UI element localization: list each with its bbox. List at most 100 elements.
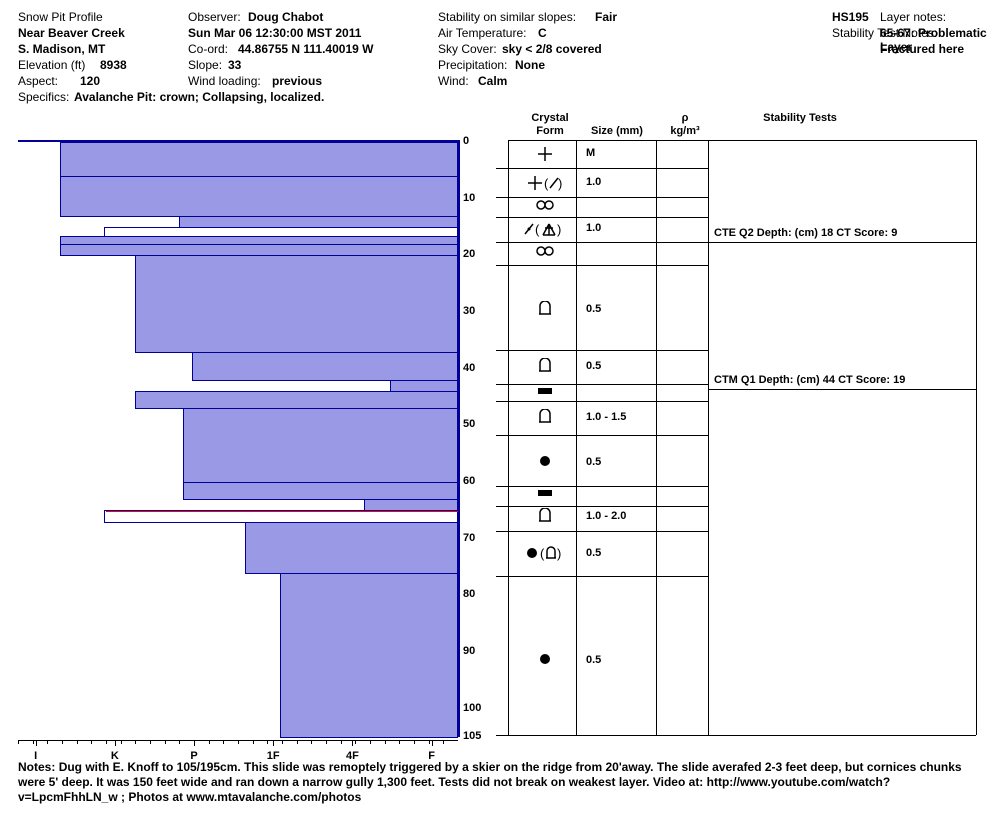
layer-table: M () 1.0 () 1.0 0.5 0.5 1.0 - 1.5 0.5 1.0 - 2.0 ()… [496, 140, 976, 735]
vline-1 [508, 140, 509, 735]
stability-test-entry: CTE Q2 Depth: (cm) 18 CT Score: 9 [714, 227, 897, 239]
wind-label: Wind: [438, 74, 469, 88]
grain-size: 0.5 [586, 654, 601, 666]
depth-tick-label: 20 [463, 248, 493, 260]
hardness-bar [280, 573, 458, 738]
crystal-form-symbol [516, 409, 574, 428]
depth-tick-label: 60 [463, 475, 493, 487]
hardness-bar [192, 352, 458, 381]
hardness-bar [60, 142, 458, 177]
grain-size: 1.0 [586, 222, 601, 234]
depth-tick-label: 0 [463, 135, 493, 147]
crystal-form-symbol: () [516, 545, 574, 564]
grain-size: 1.0 [586, 176, 601, 188]
size-header: Size (mm) [582, 125, 652, 137]
vline-5 [976, 140, 977, 735]
svg-text:): ) [558, 176, 562, 191]
crystal-header-2: Form [520, 125, 580, 137]
layer-notes-label-text: Layer notes: [880, 10, 946, 24]
vline-3 [656, 140, 657, 735]
hardness-bar [245, 522, 458, 574]
datetime: Sun Mar 06 12:30:00 MST 2011 [188, 26, 361, 40]
hardness-bar [183, 408, 458, 483]
grain-size: 1.0 - 2.0 [586, 510, 626, 522]
stability-test-entry: CTM Q1 Depth: (cm) 44 CT Score: 19 [714, 374, 905, 386]
depth-tick-label: 100 [463, 702, 493, 714]
aspect-label: Aspect: [18, 74, 58, 88]
grain-size: 0.5 [586, 456, 601, 468]
svg-text:(: ( [540, 546, 545, 561]
wind-loading-value: previous [272, 74, 322, 88]
notes-text: Dug with E. Knoff to 105/195cm. This sli… [18, 760, 962, 804]
depth-tick-label: 40 [463, 362, 493, 374]
crystal-form-symbol [516, 358, 574, 377]
observer-value: Doug Chabot [248, 10, 323, 24]
sky-cover-label: Sky Cover: [438, 42, 497, 56]
location-2: S. Madison, MT [18, 42, 105, 56]
crystal-form-symbol [516, 485, 574, 501]
notes-label: Notes: [18, 760, 55, 774]
precip-label: Precipitation: [438, 58, 507, 72]
hardness-bar [135, 391, 458, 409]
svg-text:(: ( [535, 222, 540, 237]
precip-value: None [515, 58, 545, 72]
rho-header-2: kg/m³ [660, 125, 710, 137]
grain-size: M [586, 147, 595, 159]
elevation-label: Elevation (ft) [18, 58, 85, 72]
depth-tick-label: 90 [463, 645, 493, 657]
problematic-layer-line [106, 511, 458, 512]
x-axis: IKP1F4FF [18, 740, 458, 760]
location-1: Near Beaver Creek [18, 26, 125, 40]
layer-note-2: Fractured here [880, 42, 964, 56]
hardness-bar [183, 482, 458, 500]
aspect-value: 120 [80, 74, 100, 88]
stability-value: Fair [595, 10, 617, 24]
crystal-header-1: Crystal [520, 112, 580, 124]
crystal-form-symbol [516, 454, 574, 471]
observer-label: Observer: [188, 10, 241, 24]
grain-size: 0.5 [586, 303, 601, 315]
layer-notes-label: Layer notes: [880, 10, 946, 24]
slope-label: Slope: [188, 58, 222, 72]
depth-tick-label: 70 [463, 532, 493, 544]
depth-tick-label: 30 [463, 305, 493, 317]
grain-size: 0.5 [586, 360, 601, 372]
hs: HS195 [832, 10, 869, 24]
wind-loading-label: Wind loading: [188, 74, 261, 88]
depth-tick-label: 105 [463, 730, 493, 742]
stability-label: Stability on similar slopes: [438, 10, 576, 24]
rho-header-1: ρ [660, 112, 710, 124]
hardness-profile-chart: 0102030405060708090100105 [18, 140, 460, 737]
coord-value: 44.86755 N 111.40019 W [238, 42, 373, 56]
page: Snow Pit Profile Near Beaver Creek S. Ma… [0, 0, 994, 840]
grain-size: 1.0 - 1.5 [586, 411, 626, 423]
notes-block: Notes: Dug with E. Knoff to 105/195cm. T… [18, 760, 978, 805]
title: Snow Pit Profile [18, 10, 103, 24]
air-temp-label: Air Temperature: [438, 26, 526, 40]
hardness-bar [135, 255, 458, 352]
crystal-form-symbol [516, 652, 574, 669]
crystal-form-symbol [516, 244, 574, 261]
depth-tick-label: 80 [463, 588, 493, 600]
crystal-form-symbol [516, 508, 574, 527]
specifics-label: Specifics: [18, 90, 69, 104]
crystal-form-symbol [516, 198, 574, 215]
crystal-form-symbol: () [516, 220, 574, 241]
vline-2 [576, 140, 577, 735]
depth-tick-label: 50 [463, 418, 493, 430]
coord-label: Co-ord: [188, 42, 228, 56]
sky-cover-value: sky < 2/8 covered [502, 42, 602, 56]
grain-size: 0.5 [586, 547, 601, 559]
elevation-value: 8938 [100, 58, 127, 72]
svg-text:): ) [557, 222, 561, 237]
hardness-bar [60, 176, 458, 217]
crystal-form-symbol: () [516, 174, 574, 195]
specifics-value: Avalanche Pit: crown; Collapsing, locali… [74, 90, 324, 104]
crystal-form-symbol [516, 145, 574, 166]
svg-text:): ) [557, 546, 561, 561]
slope-value: 33 [228, 58, 241, 72]
wind-value: Calm [478, 74, 507, 88]
svg-text:(: ( [544, 176, 549, 191]
crystal-form-symbol [516, 383, 574, 399]
depth-tick-label: 10 [463, 192, 493, 204]
